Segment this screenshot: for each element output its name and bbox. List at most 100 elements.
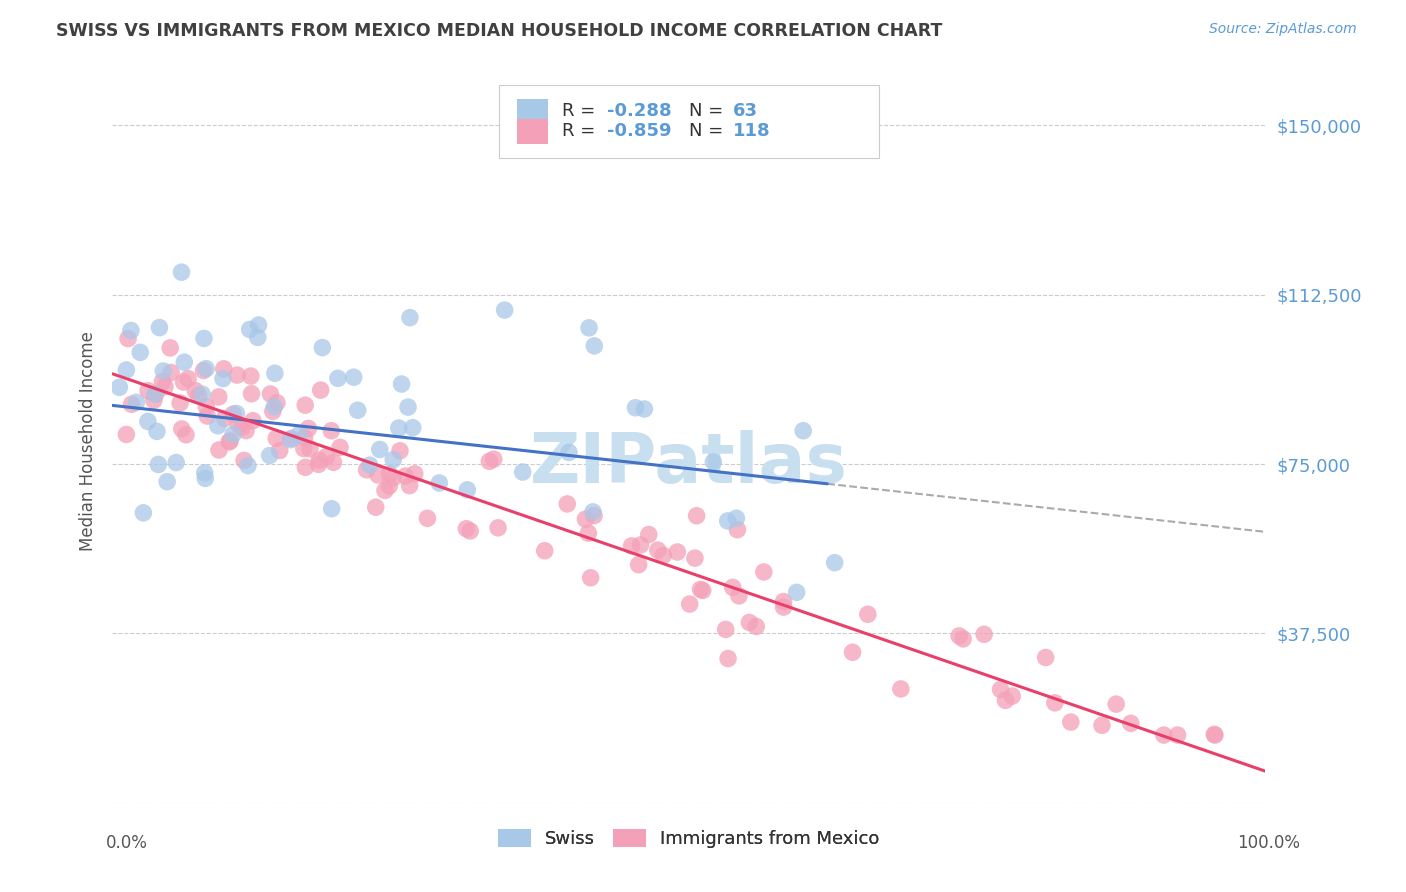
- Point: [193, 363, 215, 377]
- Point: [346, 403, 368, 417]
- Text: -0.288: -0.288: [607, 103, 672, 120]
- Point: [637, 527, 659, 541]
- Text: SWISS VS IMMIGRANTS FROM MEXICO MEDIAN HOUSEHOLD INCOME CORRELATION CHART: SWISS VS IMMIGRANTS FROM MEXICO MEDIAN H…: [56, 22, 942, 40]
- Point: [717, 514, 740, 528]
- Point: [725, 511, 748, 525]
- Point: [218, 434, 240, 449]
- Point: [990, 682, 1012, 697]
- Point: [458, 524, 481, 538]
- Point: [208, 442, 231, 457]
- Point: [624, 401, 647, 415]
- Point: [308, 458, 330, 472]
- Point: [269, 443, 291, 458]
- Point: [187, 388, 209, 402]
- Point: [145, 387, 167, 401]
- Point: [207, 418, 229, 433]
- Point: [219, 434, 242, 448]
- Point: [235, 424, 257, 438]
- Point: [194, 466, 217, 480]
- Point: [890, 681, 912, 696]
- Point: [689, 582, 711, 597]
- Point: [456, 483, 478, 497]
- Point: [1043, 696, 1066, 710]
- Point: [388, 421, 411, 435]
- Point: [233, 453, 256, 467]
- Point: [717, 651, 740, 665]
- Point: [298, 442, 321, 456]
- Point: [136, 414, 159, 428]
- Point: [683, 551, 706, 566]
- Point: [280, 432, 302, 446]
- Point: [152, 364, 174, 378]
- Point: [228, 417, 250, 432]
- Point: [280, 433, 302, 447]
- Point: [212, 371, 235, 385]
- Point: [226, 368, 249, 383]
- Point: [136, 384, 159, 398]
- Point: [326, 371, 349, 385]
- Point: [212, 362, 235, 376]
- Point: [702, 455, 724, 469]
- Point: [1035, 650, 1057, 665]
- Point: [294, 460, 316, 475]
- Point: [973, 627, 995, 641]
- Point: [576, 526, 599, 541]
- Point: [399, 310, 422, 325]
- Text: -0.859: -0.859: [607, 122, 672, 140]
- Point: [222, 427, 245, 442]
- Point: [456, 522, 478, 536]
- Point: [856, 607, 879, 622]
- Point: [402, 420, 425, 434]
- Point: [152, 375, 174, 389]
- Text: 118: 118: [733, 122, 770, 140]
- Point: [1001, 689, 1024, 703]
- Point: [652, 549, 675, 563]
- Text: R =: R =: [562, 103, 602, 120]
- Point: [633, 402, 655, 417]
- Point: [772, 594, 794, 608]
- Point: [214, 411, 236, 425]
- Point: [630, 538, 652, 552]
- Point: [396, 400, 419, 414]
- Point: [388, 443, 411, 458]
- Point: [647, 543, 669, 558]
- Point: [259, 387, 281, 401]
- Point: [309, 383, 332, 397]
- Point: [382, 471, 405, 485]
- Point: [195, 400, 218, 414]
- Point: [240, 386, 263, 401]
- Point: [194, 471, 217, 485]
- Point: [367, 467, 389, 482]
- Point: [264, 431, 287, 445]
- Point: [359, 458, 381, 472]
- Point: [1060, 714, 1083, 729]
- Point: [292, 442, 315, 456]
- Point: [125, 395, 148, 409]
- Point: [173, 375, 195, 389]
- Text: N =: N =: [689, 122, 728, 140]
- Point: [824, 556, 846, 570]
- Point: [374, 483, 396, 498]
- Point: [236, 458, 259, 473]
- Point: [533, 543, 555, 558]
- Point: [115, 427, 138, 442]
- Point: [368, 442, 391, 457]
- Text: N =: N =: [689, 103, 728, 120]
- Point: [231, 420, 253, 434]
- Point: [246, 330, 269, 344]
- Point: [666, 545, 689, 559]
- Point: [494, 303, 516, 318]
- Point: [208, 390, 231, 404]
- Point: [263, 400, 285, 414]
- Point: [679, 597, 702, 611]
- Point: [1204, 727, 1226, 741]
- Point: [692, 583, 714, 598]
- Point: [792, 424, 814, 438]
- Point: [685, 508, 707, 523]
- Point: [108, 380, 131, 394]
- Point: [173, 355, 195, 369]
- Point: [242, 414, 264, 428]
- Point: [148, 458, 170, 472]
- Point: [169, 396, 191, 410]
- Point: [512, 465, 534, 479]
